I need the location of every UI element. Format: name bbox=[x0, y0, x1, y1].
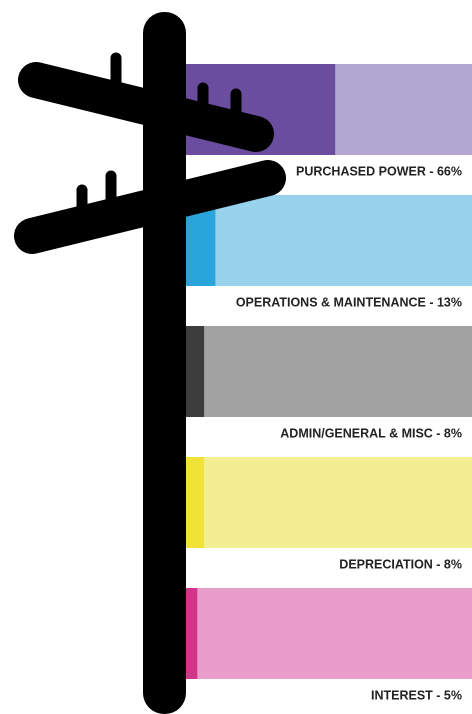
bar-label: ADMIN/GENERAL & MISC - 8% bbox=[280, 426, 462, 440]
bar-background bbox=[186, 326, 472, 417]
bar-label: OPERATIONS & MAINTENANCE - 13% bbox=[236, 295, 462, 309]
bar-label: PURCHASED POWER - 66% bbox=[296, 164, 462, 178]
bar-label: DEPRECIATION - 8% bbox=[339, 557, 462, 571]
bars bbox=[186, 64, 472, 679]
bar bbox=[186, 588, 198, 679]
bar bbox=[186, 326, 205, 417]
bar-background bbox=[186, 195, 472, 286]
bar-background bbox=[186, 588, 472, 679]
utility-pole bbox=[14, 12, 286, 714]
bar bbox=[186, 457, 205, 548]
bar-label: INTEREST - 5% bbox=[371, 688, 462, 702]
bar-background bbox=[186, 457, 472, 548]
